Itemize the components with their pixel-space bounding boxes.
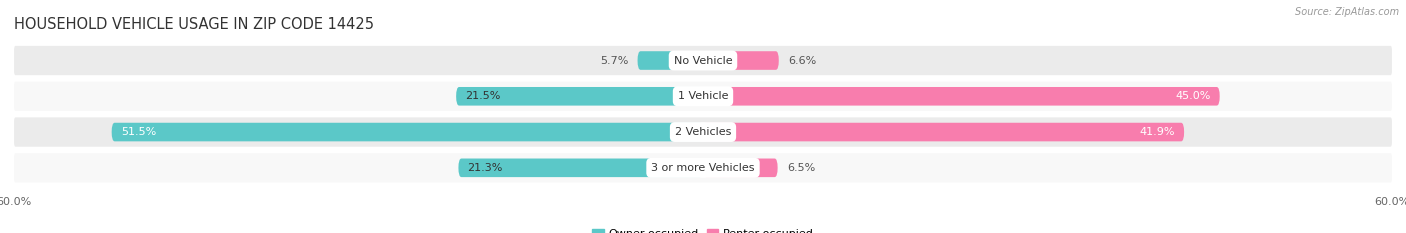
Text: 1 Vehicle: 1 Vehicle: [678, 91, 728, 101]
Text: 21.5%: 21.5%: [465, 91, 501, 101]
FancyBboxPatch shape: [14, 82, 1392, 111]
FancyBboxPatch shape: [111, 123, 703, 141]
FancyBboxPatch shape: [458, 158, 703, 177]
Legend: Owner-occupied, Renter-occupied: Owner-occupied, Renter-occupied: [588, 225, 818, 233]
FancyBboxPatch shape: [14, 153, 1392, 182]
Text: 41.9%: 41.9%: [1139, 127, 1175, 137]
Text: 21.3%: 21.3%: [468, 163, 503, 173]
FancyBboxPatch shape: [703, 158, 778, 177]
Text: Source: ZipAtlas.com: Source: ZipAtlas.com: [1295, 7, 1399, 17]
Text: No Vehicle: No Vehicle: [673, 55, 733, 65]
FancyBboxPatch shape: [703, 123, 1184, 141]
FancyBboxPatch shape: [637, 51, 703, 70]
FancyBboxPatch shape: [14, 46, 1392, 75]
FancyBboxPatch shape: [14, 117, 1392, 147]
Text: 6.5%: 6.5%: [787, 163, 815, 173]
Text: 6.6%: 6.6%: [787, 55, 817, 65]
FancyBboxPatch shape: [703, 51, 779, 70]
Text: 3 or more Vehicles: 3 or more Vehicles: [651, 163, 755, 173]
Text: HOUSEHOLD VEHICLE USAGE IN ZIP CODE 14425: HOUSEHOLD VEHICLE USAGE IN ZIP CODE 1442…: [14, 17, 374, 32]
Text: 45.0%: 45.0%: [1175, 91, 1211, 101]
FancyBboxPatch shape: [703, 87, 1219, 106]
Text: 5.7%: 5.7%: [600, 55, 628, 65]
FancyBboxPatch shape: [456, 87, 703, 106]
Text: 51.5%: 51.5%: [121, 127, 156, 137]
Text: 2 Vehicles: 2 Vehicles: [675, 127, 731, 137]
